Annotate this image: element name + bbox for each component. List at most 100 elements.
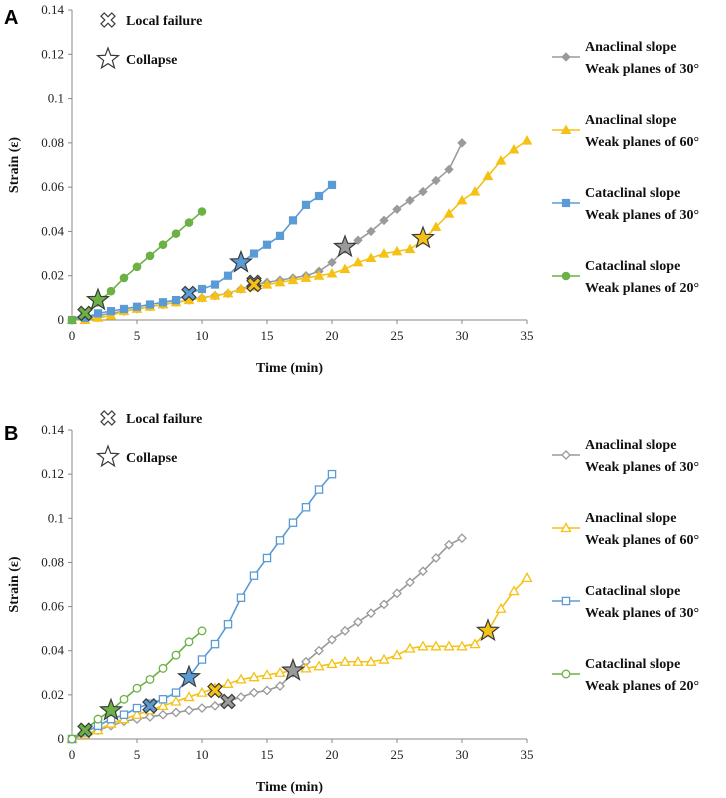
- data-point: [301, 502, 311, 512]
- data-point: [456, 640, 468, 651]
- data-point: [158, 663, 168, 673]
- legend-marker: [561, 669, 571, 679]
- legend-marker: [560, 522, 572, 533]
- x-tick-label: 10: [196, 328, 209, 343]
- x-axis-title: Time (min): [256, 780, 323, 795]
- legend-collapse-icon: [95, 444, 121, 468]
- data-point: [313, 660, 325, 671]
- x-tick-label: 25: [391, 328, 404, 343]
- panel-label: A: [4, 7, 18, 29]
- series-line: [71, 142, 463, 321]
- legend-entry-2: Cataclinal slope Weak planes of 30°: [552, 584, 699, 621]
- data-point: [405, 577, 415, 588]
- data-point: [405, 195, 415, 206]
- x-tick-label: 5: [134, 328, 141, 343]
- legend-entry-0: Anaclinal slope Weak planes of 30°: [552, 40, 699, 77]
- data-point: [67, 315, 77, 325]
- data-point: [444, 539, 454, 550]
- legend-label-line1: Cataclinal slope: [585, 584, 680, 599]
- legend-collapse-label: Collapse: [126, 53, 177, 68]
- local-failure-marker: [220, 693, 236, 710]
- data-point: [404, 243, 416, 254]
- data-point: [275, 681, 285, 691]
- x-tick-label: 30: [456, 747, 469, 762]
- y-tick-label: 0: [58, 312, 65, 327]
- data-point: [145, 251, 155, 261]
- y-tick-label: 0.14: [41, 2, 64, 17]
- data-point: [392, 588, 402, 599]
- data-point: [430, 640, 442, 651]
- y-axis-title: Strain (ε): [7, 137, 22, 193]
- data-point: [444, 164, 454, 175]
- data-point: [274, 276, 286, 287]
- y-tick-label: 0.14: [41, 422, 64, 437]
- collapse-marker: [228, 249, 254, 273]
- legend-marker: [561, 198, 571, 208]
- legend-label-line1: Anaclinal slope: [585, 40, 676, 55]
- data-point: [196, 292, 208, 302]
- data-point: [184, 218, 194, 227]
- legend-label-line2: Weak planes of 20°: [585, 281, 699, 296]
- collapse-marker: [280, 657, 306, 681]
- y-tick-label: 0.06: [41, 179, 64, 194]
- y-tick-label: 0.06: [41, 599, 64, 614]
- data-point: [443, 208, 455, 218]
- data-point: [418, 186, 428, 197]
- legend-local-failure-icon: [100, 410, 116, 426]
- data-point: [249, 249, 259, 258]
- legend-label-line1: Cataclinal slope: [585, 186, 680, 201]
- local-failure-marker: [246, 276, 262, 293]
- legend-label-line2: Weak planes of 30°: [585, 460, 699, 475]
- data-point: [495, 602, 507, 613]
- data-point: [248, 671, 260, 682]
- data-point: [249, 571, 259, 580]
- data-point: [183, 691, 195, 702]
- data-point: [469, 638, 481, 649]
- data-point: [157, 700, 169, 711]
- data-point: [145, 674, 155, 684]
- x-tick-label: 15: [261, 747, 274, 762]
- data-point: [457, 138, 467, 148]
- legend-entry-2: Cataclinal slope Weak planes of 30°: [552, 186, 699, 223]
- data-point: [300, 272, 312, 282]
- data-point: [274, 666, 286, 677]
- data-point: [158, 298, 168, 307]
- legend-label-line2: Weak planes of 60°: [585, 135, 699, 150]
- series-2: [67, 469, 337, 744]
- data-point: [431, 553, 441, 563]
- legend-label-line2: Weak planes of 20°: [585, 679, 699, 694]
- data-point: [236, 593, 246, 602]
- collapse-marker: [332, 234, 358, 258]
- x-tick-label: 20: [326, 747, 339, 762]
- legend-entry-1: Anaclinal slope Weak planes of 60°: [552, 113, 699, 150]
- data-point: [223, 271, 233, 280]
- data-point: [275, 536, 285, 545]
- data-point: [158, 695, 168, 704]
- data-point: [171, 295, 181, 305]
- data-point: [235, 673, 247, 684]
- series-1: [66, 135, 533, 324]
- data-point: [443, 640, 455, 651]
- x-tick-label: 20: [326, 328, 339, 343]
- legend-local-failure-icon: [100, 12, 116, 28]
- data-point: [353, 235, 363, 245]
- data-point: [158, 240, 168, 250]
- data-point: [197, 703, 207, 714]
- legend-marker: [561, 52, 571, 62]
- data-point: [366, 226, 376, 237]
- data-point: [119, 304, 129, 314]
- data-point: [67, 734, 77, 744]
- data-point: [210, 280, 220, 289]
- data-point: [353, 617, 363, 627]
- data-point: [210, 700, 220, 711]
- data-point: [222, 677, 234, 688]
- data-point: [131, 708, 143, 719]
- chart-panel-b: B 0 0.02 0.04 0.06 0.08 0.1 0.12 0.14 0 5 10 15 20 25 3…: [4, 410, 699, 795]
- data-point: [391, 649, 403, 660]
- y-tick-label: 0.04: [41, 223, 64, 238]
- legend-label-line2: Weak planes of 30°: [585, 606, 699, 621]
- data-point: [430, 221, 442, 231]
- data-point: [366, 608, 376, 619]
- data-point: [287, 274, 299, 285]
- data-point: [261, 279, 273, 289]
